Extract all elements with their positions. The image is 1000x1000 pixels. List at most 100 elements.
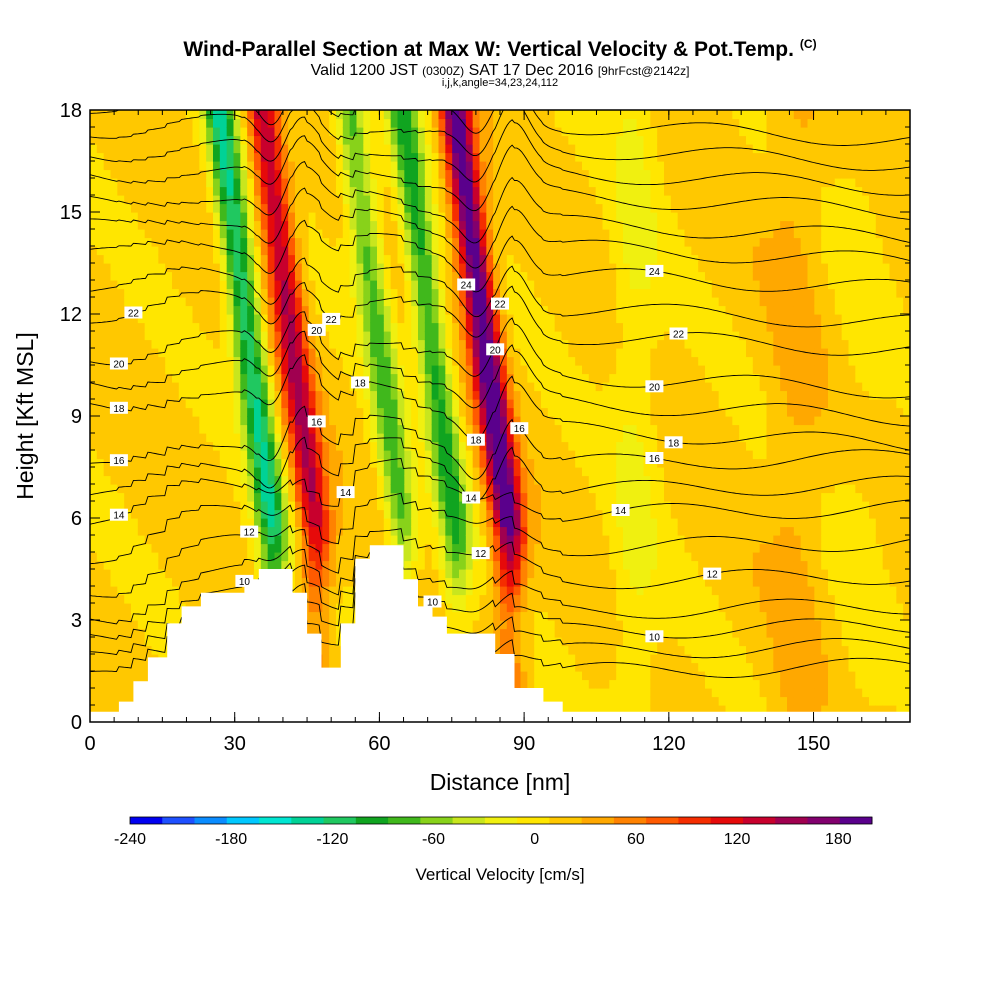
velocity-cell bbox=[240, 365, 248, 375]
velocity-cell bbox=[452, 433, 460, 443]
velocity-cell bbox=[206, 543, 214, 553]
velocity-cell bbox=[363, 399, 371, 409]
velocity-cell bbox=[301, 373, 310, 383]
velocity-cell bbox=[479, 135, 487, 145]
velocity-cell bbox=[377, 407, 385, 417]
velocity-cell bbox=[103, 671, 112, 681]
velocity-cell bbox=[281, 467, 289, 477]
velocity-cell bbox=[185, 594, 194, 604]
velocity-cell bbox=[213, 339, 221, 349]
velocity-cell bbox=[315, 390, 323, 400]
velocity-cell bbox=[219, 467, 228, 477]
velocity-cell bbox=[520, 229, 528, 239]
velocity-cell bbox=[493, 331, 501, 341]
velocity-cell bbox=[137, 671, 146, 681]
velocity-cell bbox=[547, 271, 556, 281]
velocity-cell bbox=[465, 314, 474, 324]
velocity-cell bbox=[137, 220, 146, 230]
velocity-cell bbox=[418, 424, 426, 434]
velocity-cell bbox=[322, 365, 330, 375]
velocity-cell bbox=[479, 118, 487, 128]
velocity-cell bbox=[178, 280, 187, 290]
velocity-cell bbox=[370, 339, 378, 349]
velocity-cell bbox=[131, 314, 139, 324]
velocity-cell bbox=[404, 288, 412, 298]
velocity-cell bbox=[308, 169, 317, 179]
velocity-cell bbox=[342, 195, 351, 205]
velocity-cell bbox=[301, 535, 310, 545]
velocity-cell bbox=[424, 535, 433, 545]
velocity-cell bbox=[178, 331, 187, 341]
velocity-cell bbox=[260, 263, 269, 273]
velocity-cell bbox=[213, 365, 221, 375]
velocity-cell bbox=[295, 246, 303, 256]
velocity-cell bbox=[534, 628, 542, 638]
velocity-cell bbox=[288, 212, 296, 222]
velocity-cell bbox=[137, 518, 146, 528]
velocity-cell bbox=[418, 288, 426, 298]
velocity-cell bbox=[465, 620, 474, 630]
velocity-cell bbox=[260, 424, 269, 434]
velocity-cell bbox=[151, 620, 159, 630]
velocity-cell bbox=[479, 577, 487, 587]
velocity-cell bbox=[397, 348, 405, 358]
velocity-cell bbox=[301, 254, 310, 264]
velocity-cell bbox=[370, 433, 378, 443]
velocity-cell bbox=[431, 254, 440, 264]
velocity-cell bbox=[172, 110, 180, 120]
velocity-cell bbox=[247, 424, 255, 434]
velocity-cell bbox=[356, 212, 364, 222]
velocity-cell bbox=[233, 212, 241, 222]
velocity-cell bbox=[240, 118, 248, 128]
velocity-cell bbox=[110, 322, 118, 332]
velocity-cell bbox=[185, 271, 194, 281]
velocity-cell bbox=[356, 229, 364, 239]
velocity-cell bbox=[561, 594, 569, 604]
velocity-cell bbox=[342, 331, 351, 341]
velocity-cell bbox=[144, 390, 153, 400]
velocity-cell bbox=[322, 356, 330, 366]
velocity-cell bbox=[322, 552, 330, 562]
velocity-cell bbox=[513, 246, 522, 256]
velocity-cell bbox=[534, 433, 542, 443]
velocity-cell bbox=[219, 433, 228, 443]
velocity-cell bbox=[124, 390, 132, 400]
velocity-cell bbox=[131, 671, 139, 681]
velocity-cell bbox=[124, 169, 132, 179]
velocity-cell bbox=[520, 322, 528, 332]
velocity-cell bbox=[90, 186, 98, 196]
velocity-cell bbox=[260, 314, 269, 324]
velocity-cell bbox=[486, 110, 494, 120]
velocity-cell bbox=[377, 518, 385, 528]
velocity-cell bbox=[506, 186, 515, 196]
velocity-cell bbox=[404, 399, 412, 409]
velocity-cell bbox=[452, 212, 460, 222]
velocity-cell bbox=[172, 229, 180, 239]
velocity-cell bbox=[459, 458, 467, 468]
velocity-cell bbox=[411, 458, 419, 468]
velocity-cell bbox=[206, 509, 214, 519]
velocity-cell bbox=[165, 314, 173, 324]
velocity-cell bbox=[137, 535, 146, 545]
velocity-cell bbox=[452, 603, 460, 613]
velocity-cell bbox=[404, 560, 412, 570]
velocity-cell bbox=[459, 501, 467, 511]
velocity-cell bbox=[383, 118, 392, 128]
velocity-cell bbox=[117, 543, 125, 553]
velocity-cell bbox=[240, 254, 248, 264]
velocity-cell bbox=[363, 433, 371, 443]
velocity-cell bbox=[192, 314, 200, 324]
velocity-cell bbox=[267, 560, 276, 570]
velocity-cell bbox=[445, 144, 453, 154]
velocity-cell bbox=[377, 484, 385, 494]
velocity-cell bbox=[315, 535, 323, 545]
velocity-cell bbox=[295, 322, 303, 332]
velocity-cell bbox=[377, 169, 385, 179]
velocity-cell bbox=[301, 424, 310, 434]
velocity-cell bbox=[151, 390, 159, 400]
velocity-cell bbox=[479, 407, 487, 417]
velocity-cell bbox=[431, 331, 440, 341]
velocity-cell bbox=[151, 169, 159, 179]
velocity-cell bbox=[295, 169, 303, 179]
velocity-cell bbox=[479, 195, 487, 205]
